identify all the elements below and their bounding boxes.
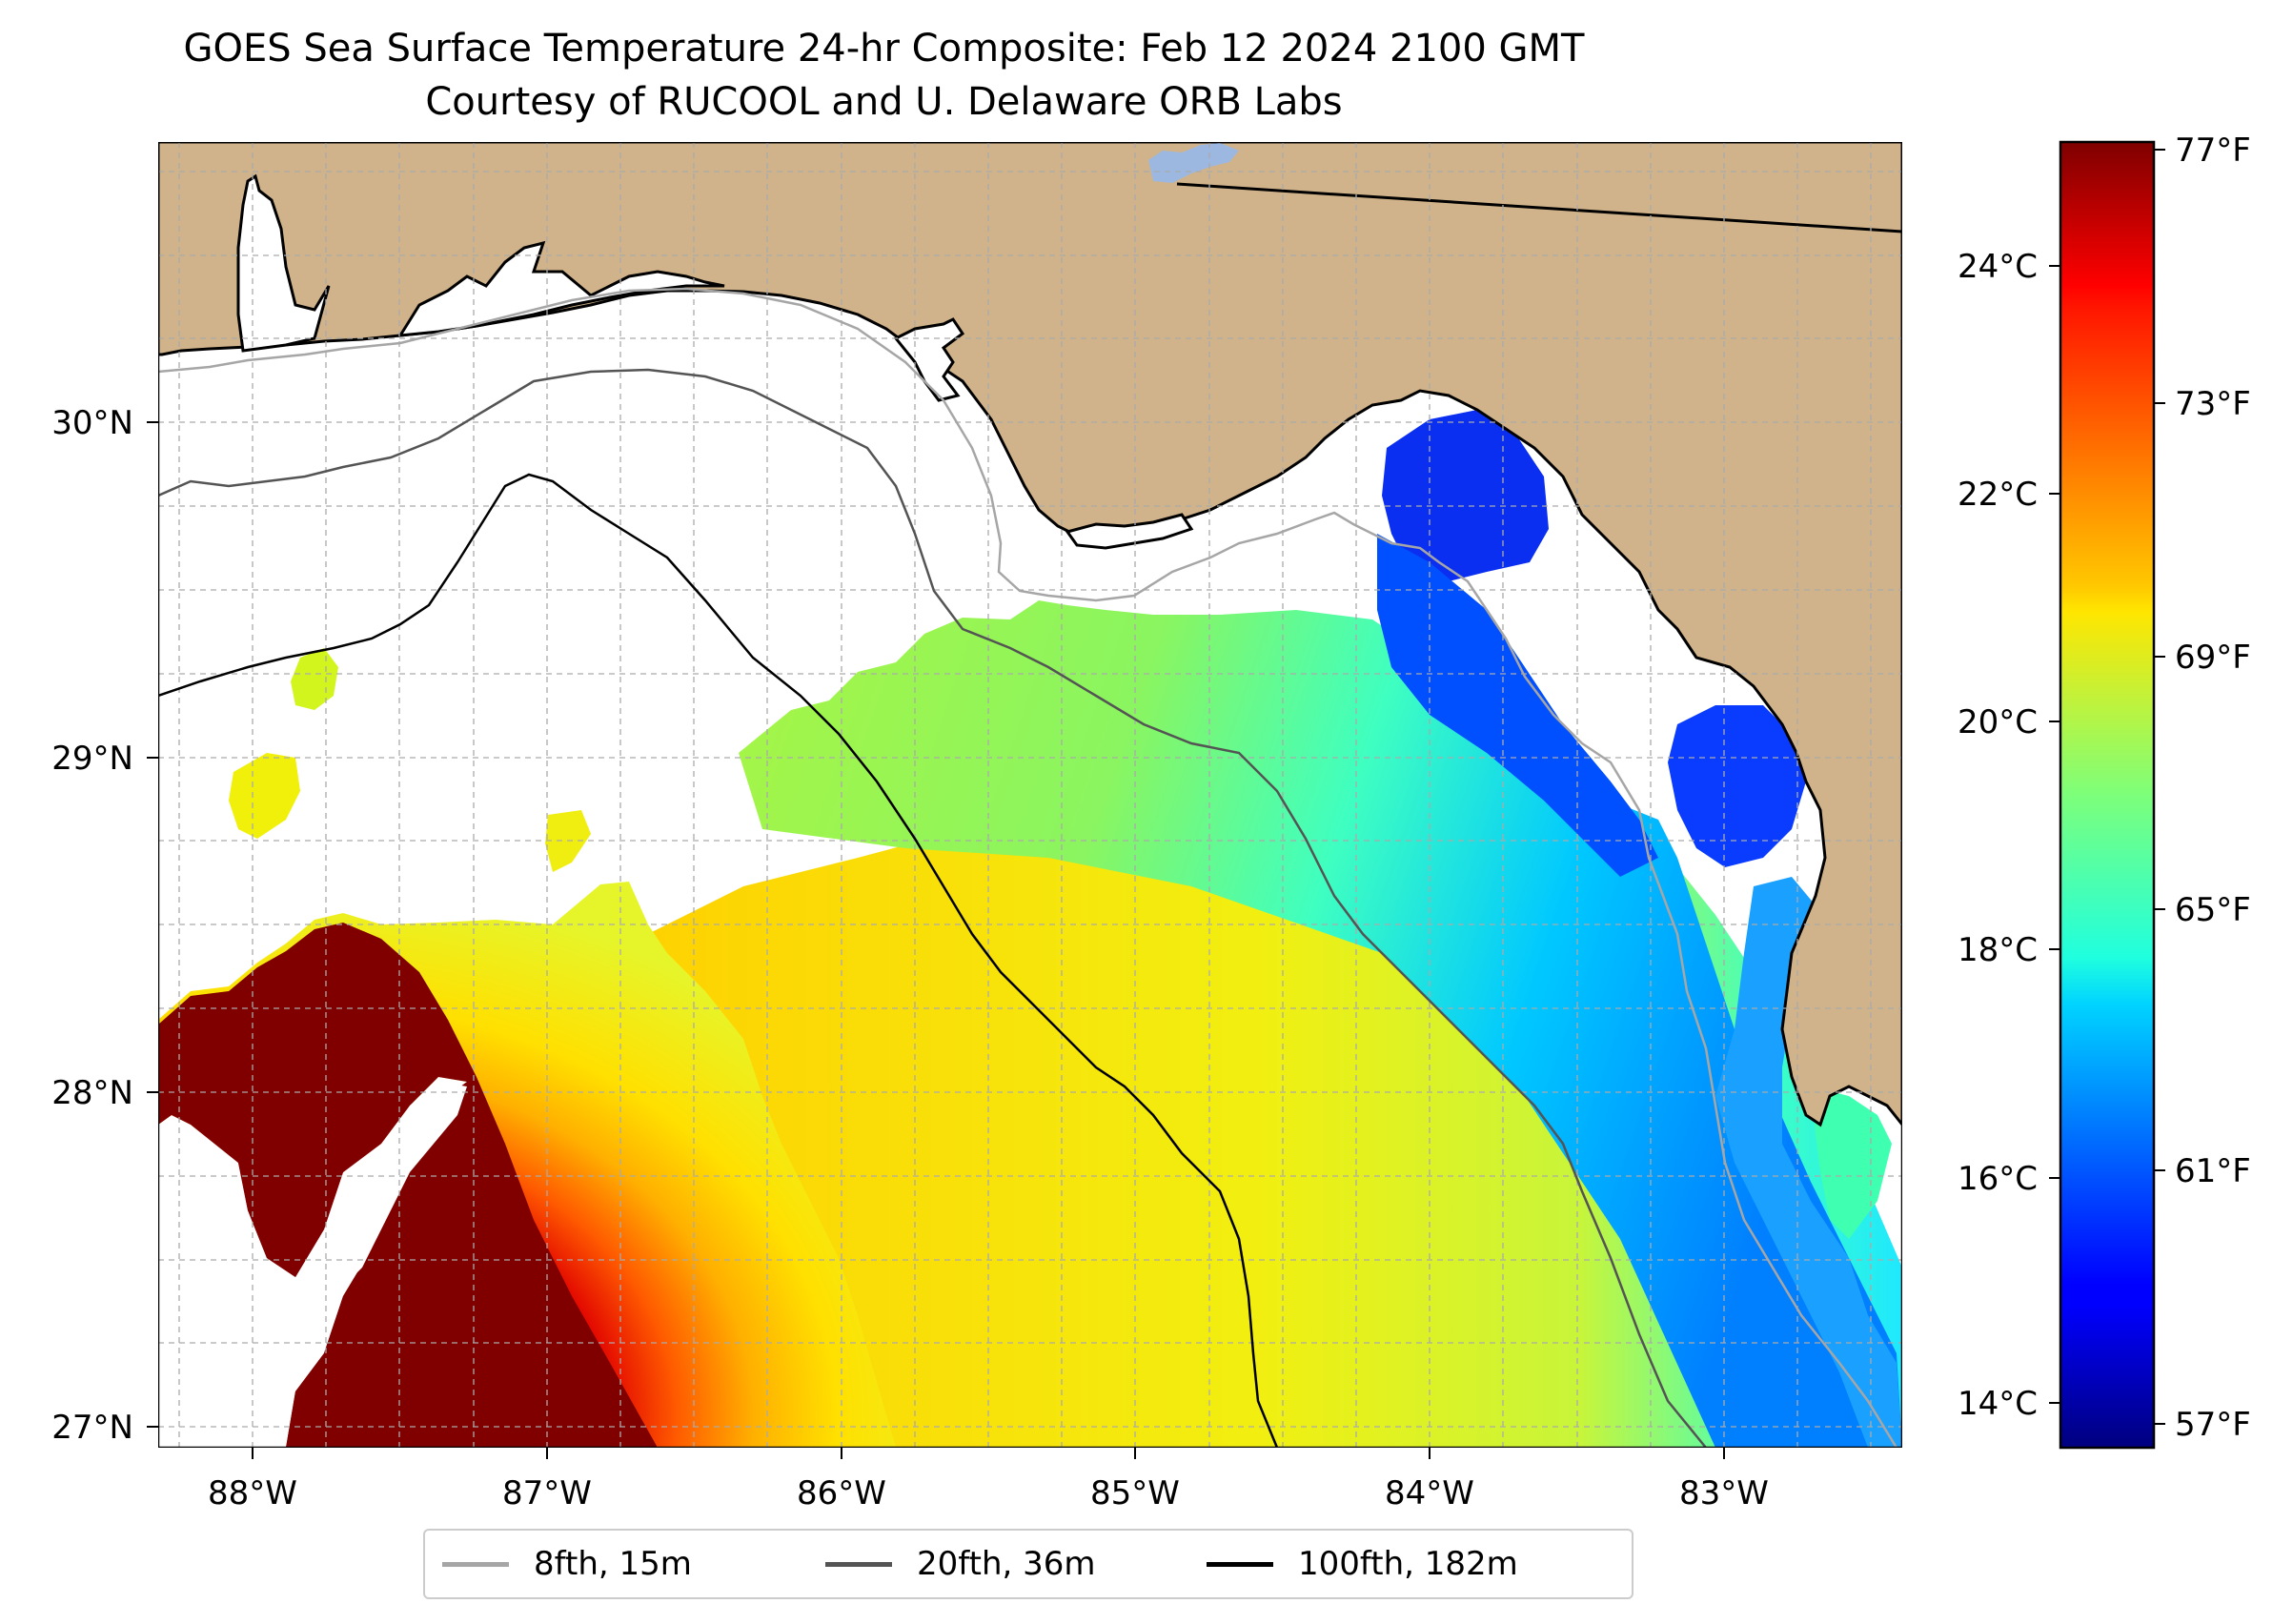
isobath-100fth <box>158 473 1279 1448</box>
lon-label: 87°W <box>502 1474 592 1512</box>
celsius-label: 18°C <box>1958 931 2038 969</box>
legend-label-8fth: 8fth, 15m <box>534 1545 692 1583</box>
celsius-label: 24°C <box>1958 248 2038 286</box>
celsius-label: 20°C <box>1958 703 2038 741</box>
fahrenheit-label: 57°F <box>2175 1406 2251 1444</box>
sst-white-gap <box>329 1082 467 1287</box>
gridlines <box>158 142 1902 1448</box>
lat-label: 29°N <box>51 740 133 778</box>
lon-label: 84°W <box>1385 1474 1474 1512</box>
fahrenheit-label: 77°F <box>2175 132 2251 170</box>
sst-field <box>158 410 1902 1448</box>
legend-label-100fth: 100fth, 182m <box>1298 1545 1518 1583</box>
legend-swatch-100fth <box>1207 1561 1273 1567</box>
isobath-legend: 8fth, 15m 20fth, 36m 100fth, 182m <box>423 1529 1634 1599</box>
colorbar-celsius-labels: 14°C 16°C 18°C 20°C 22°C 24°C <box>1958 248 2038 1423</box>
map-panel <box>158 142 1902 1448</box>
isobath-8fth <box>158 287 1898 1448</box>
lat-label: 27°N <box>51 1409 133 1447</box>
fahrenheit-label: 73°F <box>2175 385 2251 423</box>
sst-green-patch-keys <box>1811 1086 1892 1239</box>
state-border <box>1176 182 1902 233</box>
fahrenheit-label: 65°F <box>2175 891 2251 929</box>
celsius-label: 14°C <box>1958 1385 2038 1423</box>
map-subtitle: Courtesy of RUCOOL and U. Delaware ORB L… <box>425 80 1343 124</box>
lon-label: 88°W <box>208 1474 297 1512</box>
colorbar-fahrenheit-labels: 57°F 61°F 65°F 69°F 73°F 77°F <box>2175 132 2251 1444</box>
colorbar: 14°C 16°C 18°C 20°C 22°C 24°C 57°F 61°F … <box>1958 132 2251 1450</box>
sst-yellow-patch-2 <box>229 753 300 839</box>
sst-cold-blue-coastal <box>1377 534 1658 877</box>
isobath-20fth <box>158 368 1707 1448</box>
legend-item-100fth: 100fth, 182m <box>1207 1531 1518 1597</box>
sst-dark-red-core <box>158 923 658 1448</box>
lat-label: 30°N <box>51 404 133 442</box>
legend-swatch-8fth <box>442 1561 509 1567</box>
sst-green-patch-1 <box>291 648 338 710</box>
legend-label-20fth: 20fth, 36m <box>917 1545 1096 1583</box>
celsius-label: 22°C <box>1958 476 2038 514</box>
colorbar-fahrenheit-ticks <box>2154 149 2165 1425</box>
sst-cold-blue-bay <box>1382 410 1549 581</box>
lat-label: 28°N <box>51 1074 133 1112</box>
celsius-label: 16°C <box>1958 1160 2038 1198</box>
lon-label: 85°W <box>1090 1474 1180 1512</box>
sst-blue-tampa-coast <box>1715 877 1902 1448</box>
mobile-bay <box>236 173 331 353</box>
colorbar-celsius-ticks <box>2049 265 2060 1404</box>
legend-swatch-20fth <box>825 1561 892 1567</box>
map-title: GOES Sea Surface Temperature 24-hr Compo… <box>183 27 1585 71</box>
lon-label: 83°W <box>1679 1474 1769 1512</box>
lon-label: 86°W <box>797 1474 886 1512</box>
legend-item-8fth: 8fth, 15m <box>442 1531 692 1597</box>
sst-cold-blue-cedar-key <box>1668 705 1806 867</box>
fahrenheit-label: 69°F <box>2175 639 2251 677</box>
apalachicola-bay <box>1065 513 1194 550</box>
lat-labels: 27°N 28°N 29°N 30°N <box>51 404 133 1447</box>
legend-item-20fth: 20fth, 36m <box>825 1531 1096 1597</box>
lake-seminole <box>1148 143 1239 183</box>
fahrenheit-label: 61°F <box>2175 1152 2251 1190</box>
axis-ticks <box>147 421 1725 1459</box>
pensacola-bay <box>397 240 725 337</box>
colorbar-gradient <box>2059 140 2156 1450</box>
lon-labels: 88°W 87°W 86°W 85°W 84°W 83°W <box>208 1474 1769 1512</box>
